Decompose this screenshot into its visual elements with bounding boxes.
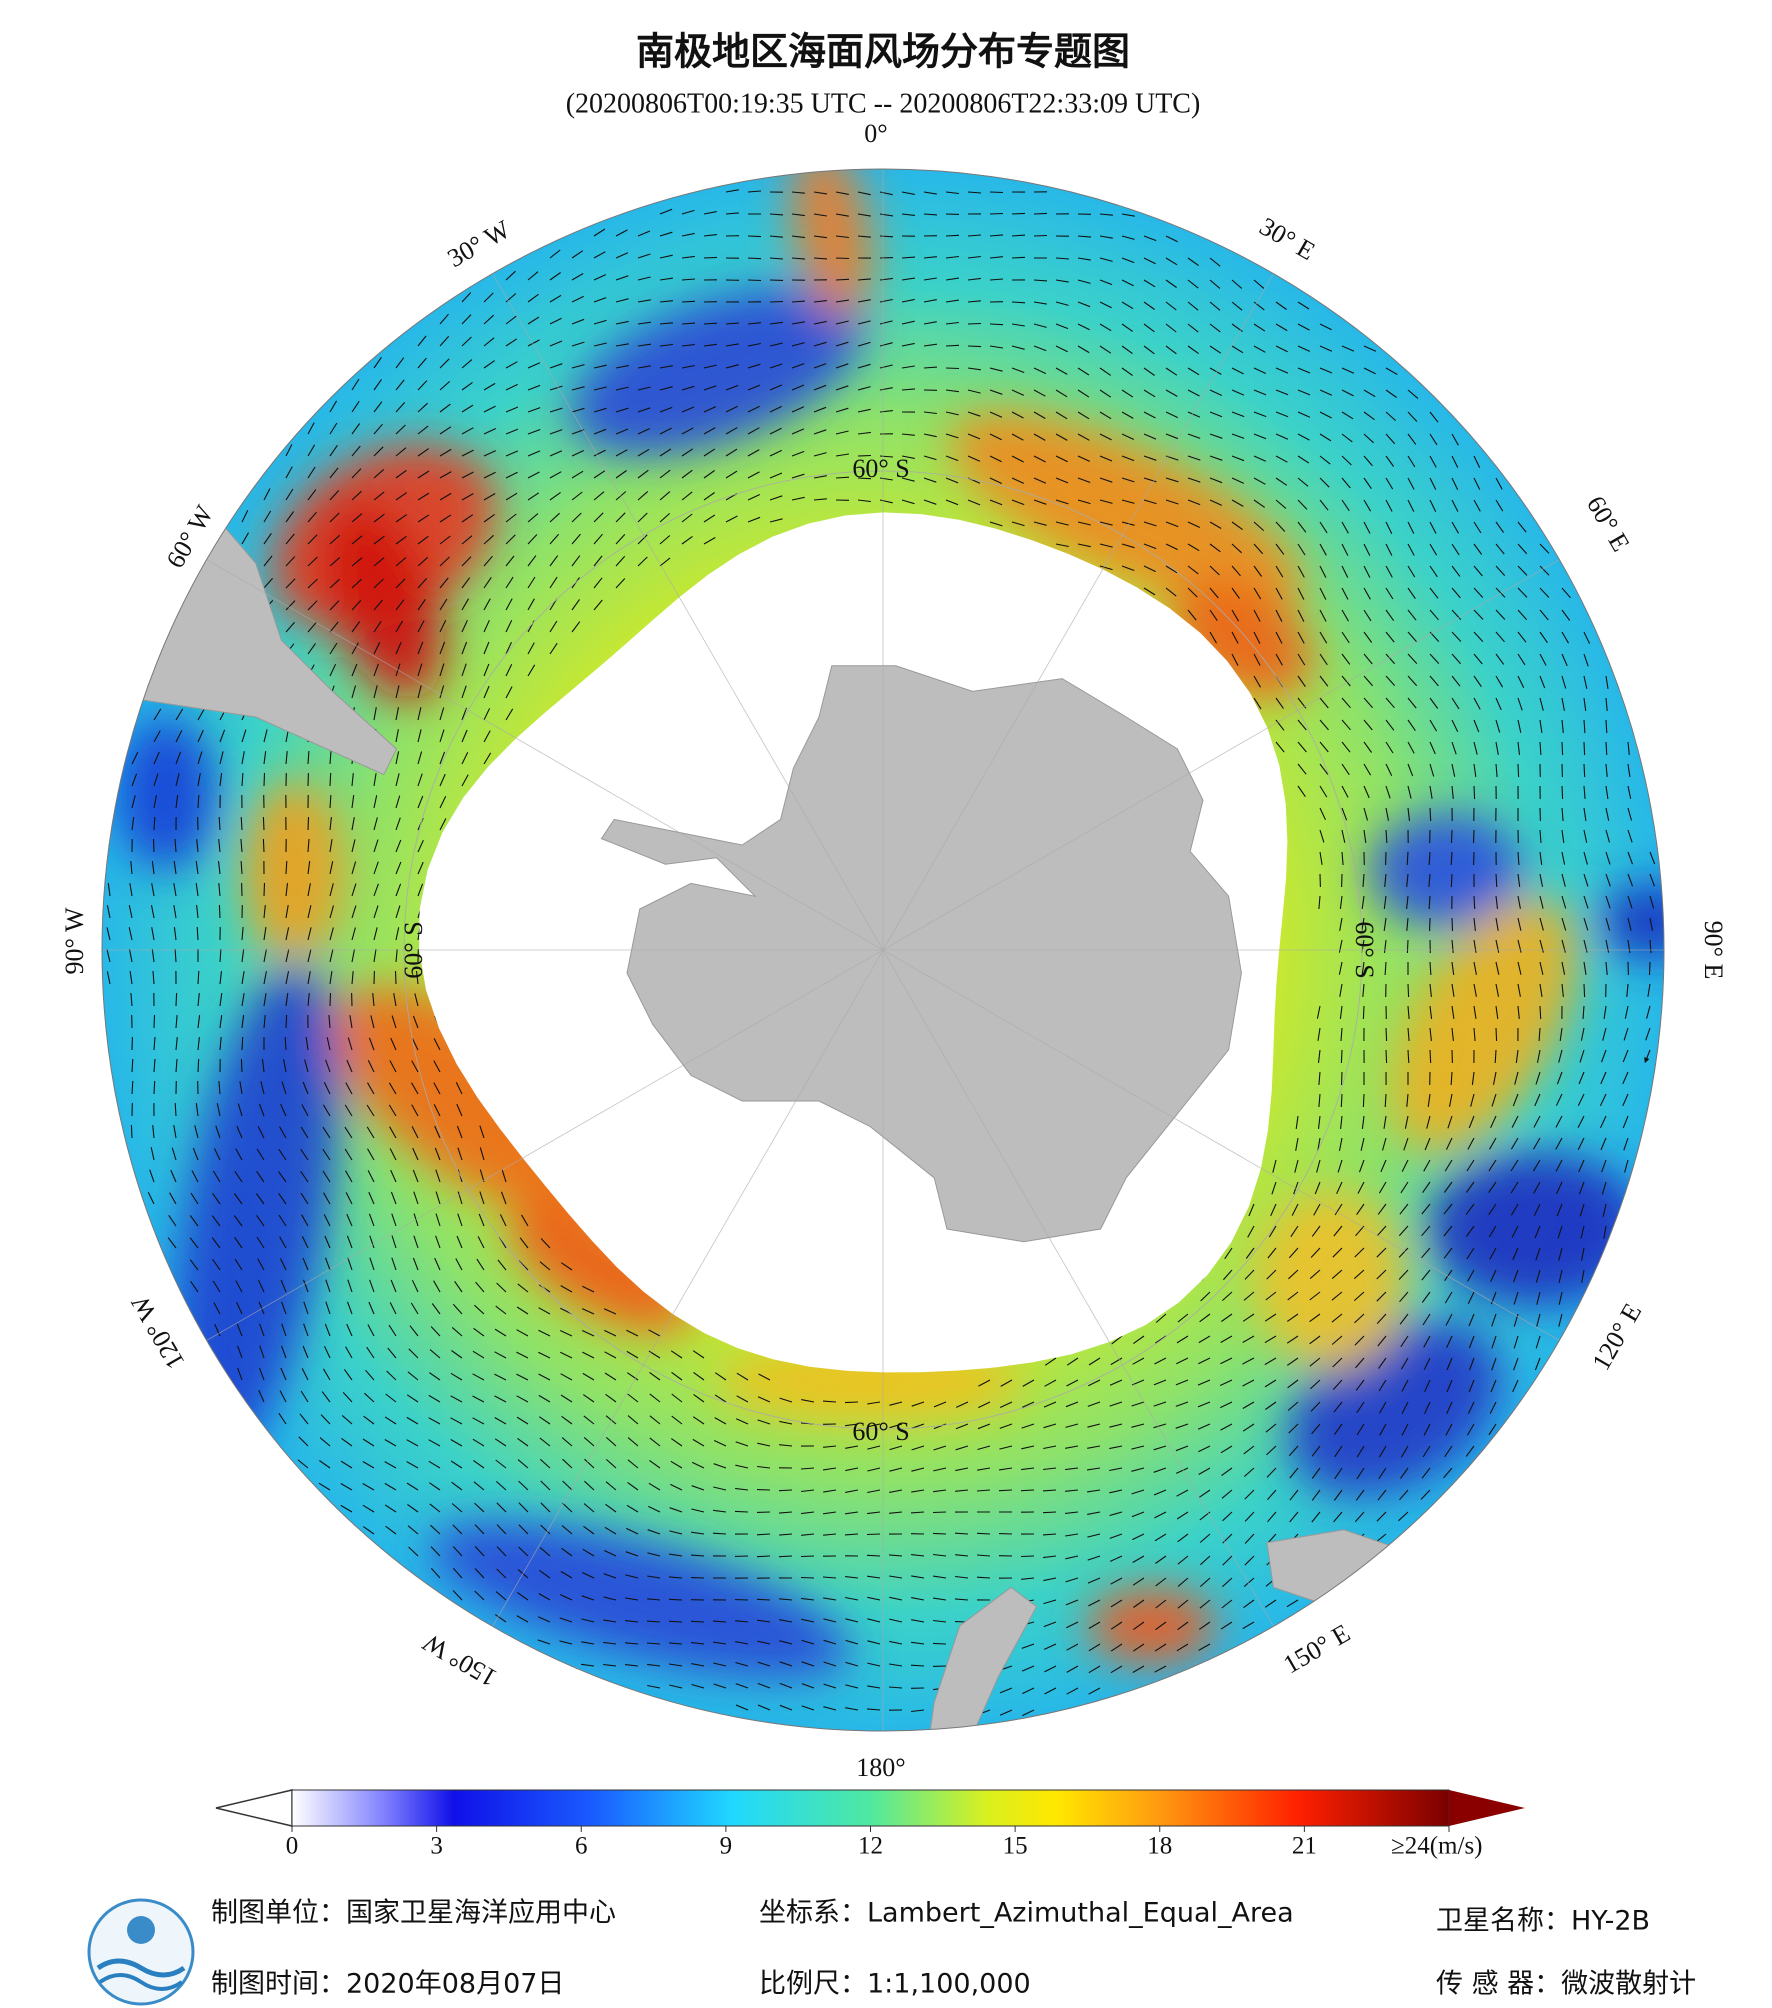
meridian — [882, 265, 1279, 951]
meridian — [198, 554, 884, 951]
colorbar-tick-label: 15 — [1003, 1833, 1028, 1860]
colorbar-tick-label: 6 — [575, 1833, 588, 1860]
wind-speed-patch — [1087, 1587, 1216, 1665]
longitude-label: 90° E — [1699, 921, 1728, 980]
colorbar-tick-label: ≥24(m/s) — [1391, 1833, 1483, 1860]
colorbar-tick-label: 0 — [286, 1833, 299, 1860]
footer-scale: 比例尺：1:1,100,000 — [759, 1969, 1031, 2000]
meridian — [487, 949, 884, 1635]
colorbar-tick-label: 12 — [858, 1833, 883, 1860]
colorbar-low-arrow — [215, 1789, 293, 1827]
subtitle: (20200806T00:19:35 UTC -- 20200806T22:33… — [566, 88, 1201, 119]
wind-speed-patch — [1254, 1190, 1408, 1370]
colorbar-tick-label: 21 — [1292, 1833, 1317, 1860]
longitude-label: 150° W — [417, 1627, 501, 1692]
longitude-label: 60° E — [1581, 491, 1636, 556]
land — [600, 665, 1242, 1243]
colorbar-tick-label: 3 — [430, 1833, 443, 1860]
title: 南极地区海面风场分布专题图 — [636, 30, 1130, 74]
meridian — [198, 949, 884, 1346]
wind-speed-patch — [1427, 1152, 1645, 1306]
longitude-label: 150° E — [1278, 1618, 1355, 1679]
footer-satellite: 卫星名称：HY-2B — [1436, 1906, 1650, 1937]
wind-speed-patch — [243, 781, 346, 961]
land — [927, 1586, 1038, 1731]
wind-speed-patch — [570, 286, 863, 456]
colorbar-tick-label: 9 — [720, 1833, 733, 1860]
longitude-label: 30° E — [1255, 212, 1320, 267]
latitude-label: 60° S — [852, 1417, 909, 1446]
wind-speed-patch — [950, 412, 1303, 612]
colorbar: 0 3 6 9 12 15 18 21 ≥24(m/s) — [215, 1789, 1525, 1860]
meridian — [882, 949, 1279, 1635]
footer-date: 制图时间：2020年08月07日 — [211, 1969, 564, 2000]
longitude-label: 120° E — [1586, 1298, 1647, 1375]
map-border — [101, 168, 1665, 1732]
wind-speed-patch — [115, 717, 218, 871]
footer-producer: 制图单位：国家卫星海洋应用中心 — [211, 1898, 616, 1929]
parallel — [403, 470, 1363, 1430]
wind-arrows — [106, 189, 1656, 1717]
meridian — [882, 949, 1568, 1346]
longitude-label: 0° — [864, 119, 887, 148]
longitude-label: 120° W — [125, 1290, 190, 1374]
longitude-label: 90° W — [60, 907, 89, 974]
wind-speed-patch — [1391, 897, 1578, 1152]
colorbar-tick-label: 18 — [1147, 1833, 1172, 1860]
latitude-label: 60° S — [1350, 921, 1379, 978]
wind-speed-patch — [173, 963, 339, 1469]
wind-speed-patch — [790, 169, 873, 320]
footer-projection: 坐标系：Lambert_Azimuthal_Equal_Area — [759, 1898, 1294, 1929]
footer-sensor: 传 感 器：微波散射计 — [1436, 1969, 1696, 2000]
wind-speed-patch — [509, 1203, 693, 1332]
wind-speed-patch — [429, 1521, 851, 1680]
colorbar-high-arrow — [1449, 1790, 1525, 1826]
meridian — [882, 554, 1568, 951]
colorbar-bar — [291, 1789, 1450, 1827]
latitude-label: 60° S — [399, 921, 428, 978]
logo — [87, 1898, 195, 2006]
latitude-label: 60° S — [852, 454, 909, 483]
meridian — [487, 265, 884, 951]
longitude-label: 180° — [856, 1753, 905, 1782]
wind-speed-blobs — [115, 169, 1664, 1680]
longitude-label: 30° W — [442, 214, 515, 273]
